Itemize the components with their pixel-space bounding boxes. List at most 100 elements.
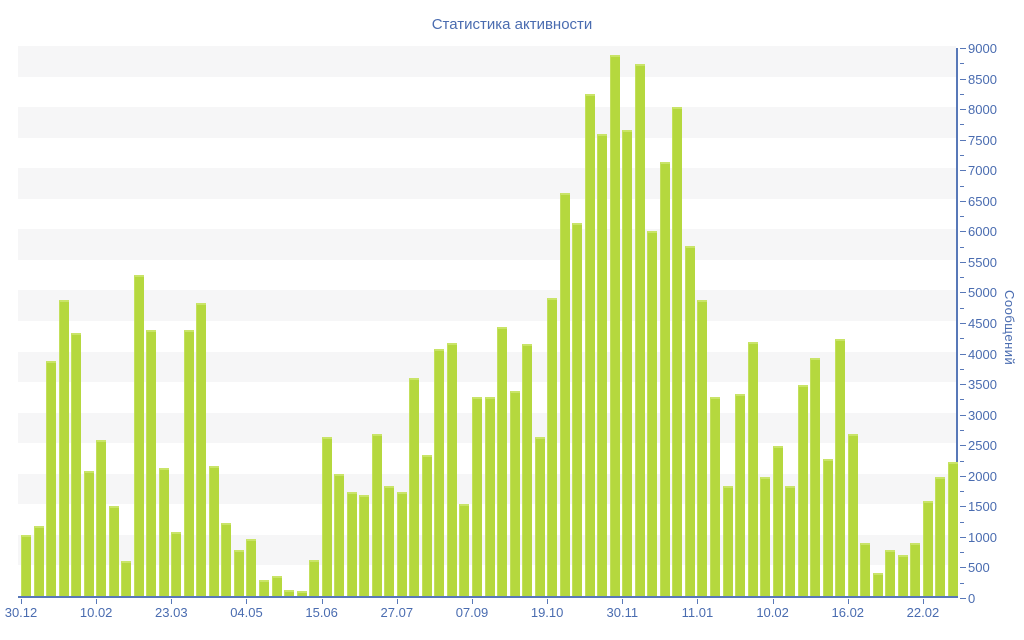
x-axis-tick bbox=[922, 599, 924, 604]
bar bbox=[334, 473, 345, 596]
x-tick-label: 19.10 bbox=[530, 605, 564, 620]
x-tick-label: 15.06 bbox=[305, 605, 338, 620]
bar bbox=[684, 246, 695, 596]
bar bbox=[735, 394, 746, 596]
y-tick-label: 8500 bbox=[968, 71, 997, 87]
gridline-stripe bbox=[18, 290, 956, 321]
y-axis-tick bbox=[960, 154, 964, 156]
x-axis-tick bbox=[847, 599, 849, 604]
bar bbox=[760, 476, 771, 596]
bar bbox=[346, 492, 357, 596]
y-axis-tick bbox=[960, 109, 966, 111]
bar bbox=[58, 299, 69, 596]
bar bbox=[196, 302, 207, 596]
y-axis-tick bbox=[960, 598, 966, 599]
bar bbox=[434, 348, 445, 596]
y-tick-label: 2000 bbox=[968, 468, 997, 484]
x-axis-tick bbox=[396, 599, 398, 604]
bar bbox=[171, 531, 182, 596]
y-tick-label: 6500 bbox=[968, 193, 997, 209]
y-tick-label: 4000 bbox=[968, 346, 997, 362]
bar bbox=[747, 342, 758, 596]
x-tick-label: 10.02 bbox=[79, 605, 113, 620]
bar bbox=[659, 162, 670, 596]
bar bbox=[572, 223, 583, 596]
bar bbox=[547, 298, 558, 596]
bar bbox=[471, 397, 482, 596]
y-axis-tick bbox=[960, 399, 964, 401]
bar bbox=[371, 434, 382, 596]
x-axis-tick bbox=[772, 599, 774, 604]
bar bbox=[722, 486, 733, 596]
bar bbox=[133, 275, 144, 596]
bar bbox=[158, 467, 169, 596]
y-axis-tick bbox=[960, 277, 964, 279]
bar bbox=[935, 476, 946, 596]
gridline-stripe bbox=[18, 351, 956, 383]
y-axis-title: Сообщений bbox=[1002, 290, 1017, 366]
x-tick-label: 16.02 bbox=[831, 605, 865, 620]
bar bbox=[847, 434, 858, 596]
bar bbox=[497, 327, 508, 596]
x-tick-label: 04.05 bbox=[230, 605, 263, 620]
bar bbox=[584, 93, 595, 596]
gridline-stripe bbox=[18, 107, 956, 138]
x-axis-tick bbox=[21, 599, 22, 604]
x-axis-tick bbox=[96, 599, 98, 604]
bar bbox=[108, 505, 119, 596]
bar bbox=[559, 192, 570, 596]
bar bbox=[284, 589, 295, 596]
bar bbox=[221, 522, 232, 596]
y-axis-tick bbox=[960, 475, 966, 477]
bar bbox=[697, 299, 708, 596]
y-tick-label: 9000 bbox=[968, 41, 997, 56]
bar bbox=[672, 107, 683, 596]
x-tick-label: 30.12 bbox=[4, 605, 38, 620]
y-tick-label: 4500 bbox=[968, 316, 997, 331]
y-axis-tick bbox=[960, 567, 966, 569]
bar bbox=[71, 333, 82, 596]
y-tick-label: 3000 bbox=[968, 407, 997, 423]
bar bbox=[609, 55, 620, 596]
bar bbox=[446, 343, 457, 596]
y-axis-tick bbox=[960, 246, 964, 248]
y-tick-label: 1000 bbox=[968, 529, 997, 545]
bar bbox=[822, 458, 833, 596]
y-tick-label: 5000 bbox=[968, 285, 997, 301]
x-axis-tick bbox=[471, 599, 473, 604]
bar bbox=[459, 504, 470, 596]
y-tick-label: 1500 bbox=[968, 499, 997, 515]
bar bbox=[948, 461, 958, 596]
y-axis-tick bbox=[960, 338, 964, 340]
bar bbox=[634, 63, 645, 596]
bar bbox=[885, 549, 896, 596]
x-tick-label: 10.02 bbox=[756, 605, 789, 620]
y-axis-tick bbox=[960, 307, 964, 309]
y-tick-label: 7000 bbox=[968, 163, 997, 179]
y-axis-tick bbox=[960, 292, 966, 294]
bar bbox=[522, 343, 533, 596]
bar bbox=[910, 542, 921, 596]
y-axis-tick bbox=[960, 261, 966, 263]
bar bbox=[409, 377, 420, 596]
bar bbox=[296, 590, 307, 596]
x-tick-label: 11.01 bbox=[681, 605, 714, 620]
y-axis-tick bbox=[960, 124, 964, 126]
y-axis-tick bbox=[960, 323, 966, 324]
y-axis-tick bbox=[960, 63, 964, 65]
plot-area bbox=[18, 46, 958, 598]
y-tick-label: 7500 bbox=[968, 132, 997, 148]
y-axis-tick bbox=[960, 429, 964, 431]
y-tick-label: 0 bbox=[968, 591, 976, 606]
y-axis-tick bbox=[960, 93, 964, 95]
bar bbox=[146, 330, 157, 596]
bar bbox=[709, 397, 720, 596]
bar bbox=[396, 492, 407, 596]
y-axis-tick bbox=[960, 506, 966, 508]
gridline-stripe bbox=[18, 168, 956, 199]
y-axis-tick bbox=[960, 491, 964, 493]
y-axis-tick bbox=[960, 139, 966, 141]
x-tick-label: 22.02 bbox=[906, 605, 940, 620]
y-axis-tick bbox=[960, 552, 964, 554]
bar bbox=[797, 385, 808, 596]
